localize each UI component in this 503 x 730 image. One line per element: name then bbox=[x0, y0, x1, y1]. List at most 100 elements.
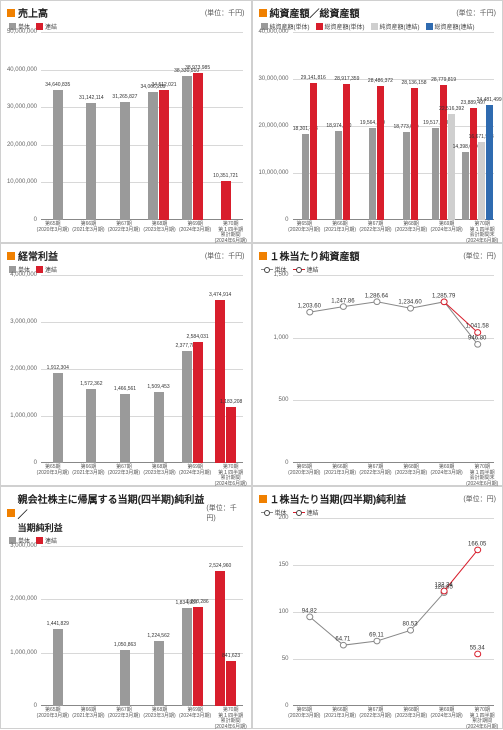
legend: 単体連結 bbox=[9, 265, 245, 274]
unit-label: (単位：千円) bbox=[205, 251, 245, 261]
bar: 29,141,816 bbox=[310, 83, 317, 220]
x-tick: 第68期(2023年3月期) bbox=[142, 465, 178, 483]
bar-group: 38,330,51038,973,985 bbox=[175, 32, 209, 220]
bar-value-label: 1,466,561 bbox=[114, 386, 136, 392]
panel-sales: 売上高(単位：千円)単体連結010,000,00020,000,00030,00… bbox=[0, 0, 252, 243]
point-label: 1,041.58 bbox=[466, 324, 489, 330]
bar-group: 2,524,960841,623 bbox=[209, 546, 243, 706]
y-tick: 50 bbox=[282, 656, 289, 662]
bar: 28,136,158 bbox=[411, 88, 418, 220]
y-tick: 50,000,000 bbox=[7, 29, 37, 35]
y-tick: 100 bbox=[278, 609, 288, 615]
legend-label: 連結 bbox=[45, 536, 57, 545]
bullet-icon bbox=[259, 9, 267, 17]
legend-swatch-icon bbox=[261, 269, 273, 270]
x-tick: 第66期(2021年3月期) bbox=[322, 708, 358, 726]
y-tick: 200 bbox=[278, 515, 288, 521]
panel-netincome: 親会社株主に帰属する当期(四半期)純利益／当期純利益(単位：千円)単体連結01,… bbox=[0, 486, 252, 729]
point-label: 1,285.79 bbox=[432, 293, 455, 299]
x-tick: 第70期第１四半期累計期間(2024年6月期) bbox=[213, 222, 249, 240]
bar-value-label: 28,136,158 bbox=[402, 80, 427, 86]
bar: 1,183,208 bbox=[226, 407, 236, 463]
bar: 1,224,562 bbox=[154, 641, 164, 706]
x-tick: 第68期(2023年3月期) bbox=[393, 708, 429, 726]
value-labels: 94.8264.7169.1180.53120.65122.34166.0555… bbox=[293, 518, 495, 706]
bar: 18,301,413 bbox=[302, 134, 309, 220]
x-axis: 第65期(2020年3月期)第66期(2021年3月期)第67期(2022年3月… bbox=[35, 222, 249, 240]
x-tick: 第69期(2024年3月期) bbox=[429, 708, 465, 726]
unit-label: (単位：円) bbox=[463, 494, 496, 504]
y-tick: 20,000,000 bbox=[7, 142, 37, 148]
x-tick: 第66期(2021年3月期) bbox=[71, 465, 107, 483]
y-tick: 4,000,000 bbox=[10, 272, 37, 278]
y-tick: 3,000,000 bbox=[10, 543, 37, 549]
x-tick: 第68期(2023年3月期) bbox=[142, 708, 178, 726]
bar: 16,671,568 bbox=[478, 142, 485, 220]
legend-swatch-icon bbox=[293, 269, 305, 270]
bar-value-label: 28,779,819 bbox=[431, 77, 456, 83]
bar-group: 18,974,14028,917,359 bbox=[326, 32, 360, 220]
y-tick: 1,000 bbox=[273, 335, 288, 341]
bar: 2,377,783 bbox=[182, 351, 192, 463]
legend: 単体連結 bbox=[261, 508, 497, 517]
bar-value-label: 34,512,021 bbox=[152, 82, 177, 88]
x-tick: 第70期第１四半期累計期間(2024年6月期) bbox=[464, 708, 500, 726]
y-tick: 1,000,000 bbox=[10, 650, 37, 656]
bar-group: 19,517,84028,779,81922,516,392 bbox=[427, 32, 461, 220]
x-tick: 第67期(2022年3月期) bbox=[358, 465, 394, 483]
point-label: 1,203.60 bbox=[298, 304, 321, 310]
bullet-icon bbox=[7, 9, 15, 17]
point-label: 55.34 bbox=[470, 646, 485, 652]
legend: 単体連結 bbox=[9, 22, 245, 31]
bar: 19,564,280 bbox=[369, 128, 376, 220]
bullet-icon bbox=[7, 509, 15, 517]
y-tick: 20,000,000 bbox=[258, 123, 288, 129]
x-tick: 第69期(2024年3月期) bbox=[429, 465, 465, 483]
legend: 単体連結 bbox=[9, 536, 245, 545]
chart-title: 親会社株主に帰属する当期(四半期)純利益／ bbox=[18, 491, 207, 521]
bar-group: 18,301,41329,141,816 bbox=[293, 32, 327, 220]
legend-label: 総資産額(連結) bbox=[435, 22, 475, 31]
y-axis: 010,000,00020,000,00030,000,00040,000,00… bbox=[259, 32, 291, 220]
bar-group bbox=[75, 546, 109, 706]
y-tick: 30,000,000 bbox=[258, 76, 288, 82]
legend-item: 総資産額(連結) bbox=[426, 22, 475, 31]
legend-item: 連結 bbox=[293, 508, 319, 517]
panel-netassets: 純資産額／総資産額(単位：千円)純資産額(単体)総資産額(単体)純資産額(連結)… bbox=[252, 0, 503, 243]
point-label: 80.53 bbox=[403, 622, 418, 628]
bar: 28,917,359 bbox=[343, 84, 350, 220]
unit-label: (単位：円) bbox=[463, 251, 496, 261]
bar: 31,265,827 bbox=[120, 102, 130, 220]
bar-group: 1,834,9371,860,286 bbox=[175, 546, 209, 706]
bar-group: 3,474,9141,183,208 bbox=[209, 275, 243, 463]
x-tick: 第69期(2024年3月期) bbox=[429, 222, 465, 240]
bar-value-label: 1,912,304 bbox=[47, 365, 69, 371]
bar-value-label: 1,572,362 bbox=[80, 381, 102, 387]
chart-plot: 01,000,0002,000,0003,000,0001,441,8291,0… bbox=[41, 546, 243, 706]
legend-label: 連結 bbox=[45, 22, 57, 31]
chart-plot: 01,000,0002,000,0003,000,0004,000,0001,9… bbox=[41, 275, 243, 463]
bar-group: 34,066,28934,512,021 bbox=[142, 32, 176, 220]
bar: 38,330,510 bbox=[182, 76, 192, 220]
point-label: 69.11 bbox=[369, 633, 384, 639]
unit-label: (単位：千円) bbox=[456, 8, 496, 18]
bar-group: 14,398,06023,889,49716,671,56824,481,499 bbox=[460, 32, 494, 220]
bar-group: 1,912,304 bbox=[41, 275, 75, 463]
y-tick: 40,000,000 bbox=[258, 29, 288, 35]
x-tick: 第70期第１四半期累計期間(2024年6月期) bbox=[213, 708, 249, 726]
legend-label: 純資産額(連結) bbox=[380, 22, 420, 31]
bar: 1,912,304 bbox=[53, 373, 63, 463]
bar: 28,486,372 bbox=[377, 86, 384, 220]
chart-title: 売上高 bbox=[18, 5, 48, 20]
x-axis: 第65期(2020年3月期)第66期(2021年3月期)第67期(2022年3月… bbox=[287, 465, 501, 483]
x-tick: 第66期(2021年3月期) bbox=[322, 465, 358, 483]
point-label: 94.82 bbox=[302, 608, 317, 614]
x-axis: 第65期(2020年3月期)第66期(2021年3月期)第67期(2022年3月… bbox=[287, 708, 501, 726]
x-tick: 第69期(2024年3月期) bbox=[177, 465, 213, 483]
x-tick: 第67期(2022年3月期) bbox=[106, 465, 142, 483]
bar: 1,466,561 bbox=[120, 394, 130, 463]
y-tick: 3,000,000 bbox=[10, 319, 37, 325]
x-axis: 第65期(2020年3月期)第66期(2021年3月期)第67期(2022年3月… bbox=[35, 708, 249, 726]
x-tick: 第67期(2022年3月期) bbox=[106, 222, 142, 240]
chart-title: 純資産額／総資産額 bbox=[270, 5, 360, 20]
